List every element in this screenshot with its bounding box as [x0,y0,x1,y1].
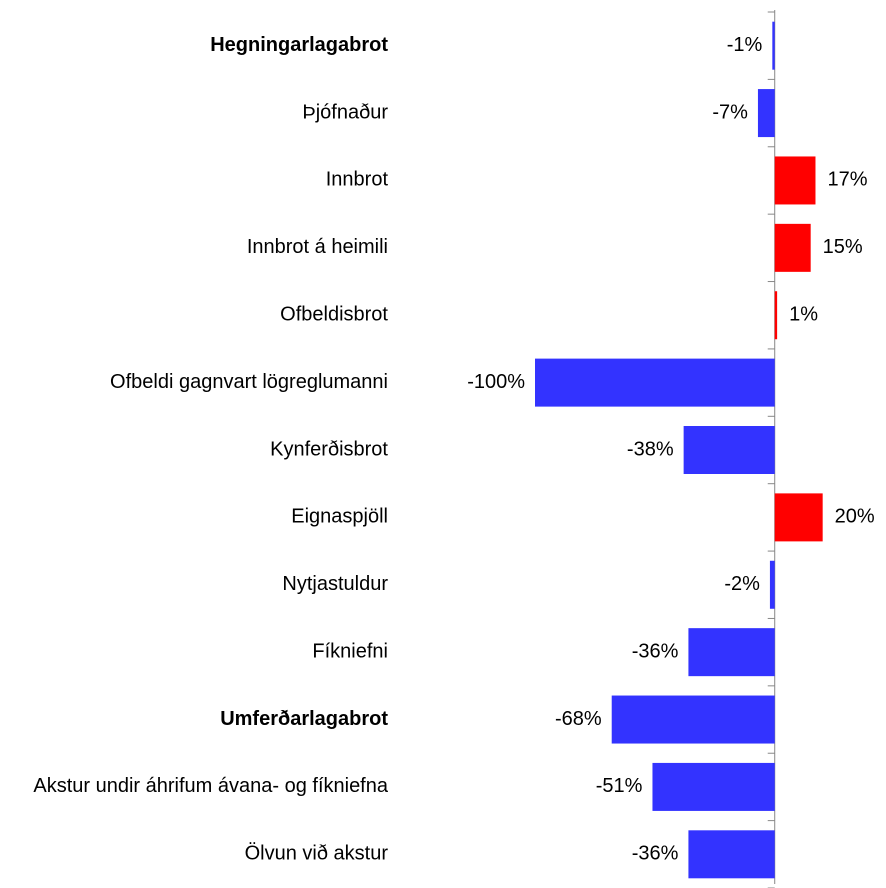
category-label: Ofbeldisbrot [280,304,388,326]
bar [769,560,775,609]
category-label: Þjófnaður [302,101,388,123]
bar [774,493,823,542]
bar [774,223,811,272]
bar [688,830,775,879]
value-label: -36% [632,640,679,662]
category-label: Nytjastuldur [282,573,388,595]
bar [652,762,775,811]
bar [611,695,775,744]
value-label: -38% [627,438,674,460]
value-label: -2% [724,573,760,595]
category-label: Eignaspjöll [291,506,388,528]
bar [688,628,775,677]
value-label: -51% [596,775,643,797]
category-label: Innbrot [326,169,389,191]
category-label: Fíkniefni [312,640,388,662]
value-label: -68% [555,708,602,730]
value-label: -36% [632,843,679,865]
value-label: -7% [712,101,748,123]
value-label: -1% [727,34,763,56]
category-label: Innbrot á heimili [247,236,388,258]
value-label: 20% [835,506,875,528]
value-label: 15% [823,236,863,258]
value-label: 1% [789,304,818,326]
bar [683,426,775,474]
category-label: Akstur undir áhrifum ávana- og fíkniefna [33,775,389,797]
value-label: -100% [467,371,525,393]
bar [774,156,816,205]
category-label: Ölvun við akstur [245,843,389,865]
category-label: Umferðarlagabrot [220,708,388,730]
category-label: Kynferðisbrot [270,438,388,460]
bar [772,21,775,70]
bar [774,291,778,340]
category-label: Ofbeldi gagnvart lögreglumanni [110,371,388,393]
category-label: Hegningarlagabrot [210,34,388,56]
bar [535,358,775,407]
bar [757,89,775,138]
value-label: 17% [827,169,867,191]
